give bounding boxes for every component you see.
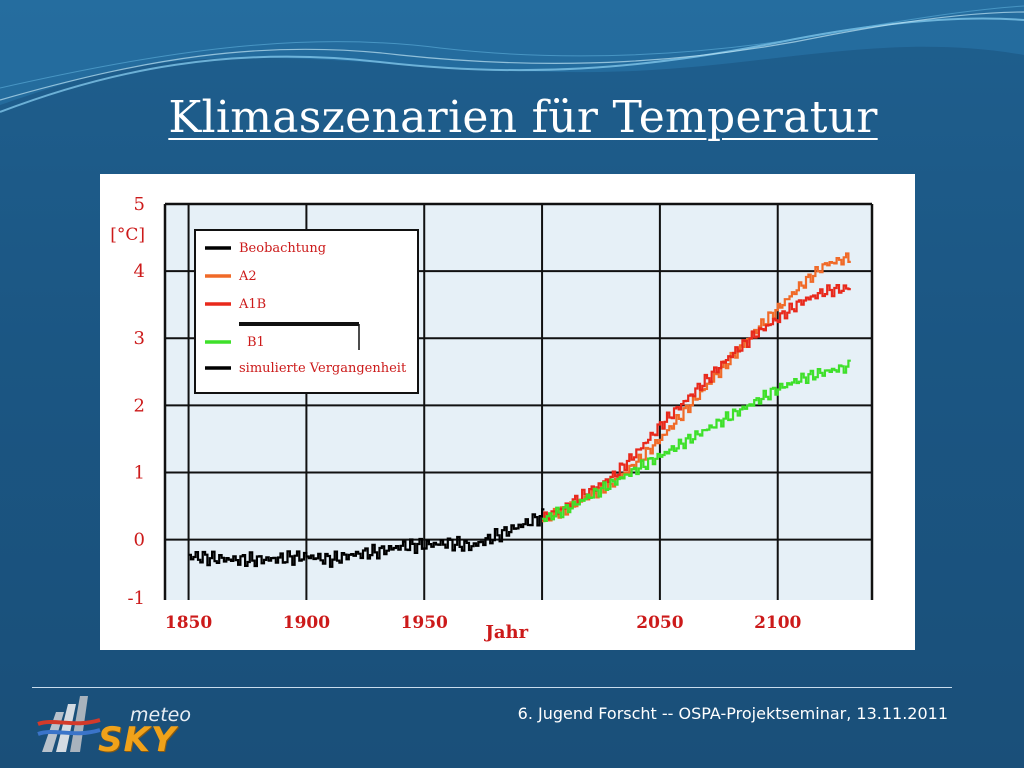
legend-label: B1 (247, 335, 265, 350)
y-tick-label: 0 (134, 530, 145, 551)
y-tick-label: 4 (134, 261, 145, 282)
legend-label: A1B (238, 297, 266, 312)
legend-label: simulierte Vergangenheit (239, 361, 407, 376)
legend-label: Beobachtung (239, 241, 326, 256)
x-axis-label: Jahr (483, 622, 528, 643)
x-tick-label: 2100 (754, 613, 801, 633)
legend-label: A2 (238, 269, 257, 284)
y-tick-label: -1 (127, 588, 145, 609)
logo-text-sky: SKY (98, 720, 177, 760)
footer-text: 6. Jugend Forscht -- OSPA-Projektseminar… (517, 704, 948, 723)
x-tick-label: 1950 (401, 613, 448, 633)
logo-text-meteo: meteo (130, 704, 191, 726)
chart-panel: -1 0 1 2 3 4 5 [°C] 1850 1900 1950 2050 2100 Jahr Beob… (100, 174, 915, 650)
x-tick-label: 1900 (283, 613, 330, 633)
y-tick-label: 5 (134, 194, 145, 215)
x-tick-label: 1850 (165, 613, 212, 633)
series-line-b1 (542, 359, 851, 522)
slide-title: Klimaszenarien für Temperatur (168, 92, 878, 143)
temperature-chart: -1 0 1 2 3 4 5 [°C] 1850 1900 1950 2050 2100 Jahr Beob… (110, 194, 874, 643)
legend-box (194, 229, 419, 394)
y-tick-label: 1 (134, 462, 145, 483)
x-tick-label: 2050 (636, 613, 683, 633)
y-tick-label: 3 (134, 328, 145, 349)
y-axis-label: [°C] (110, 225, 145, 245)
logo-mark-icon (37, 696, 101, 752)
legend: Beobachtung A2 A1B B1 simulierte Vergangenhe… (194, 229, 419, 394)
series-line-beobachtung (188, 508, 545, 568)
y-tick-label: 2 (134, 395, 145, 416)
footer-divider (32, 687, 952, 688)
meteosky-logo: meteo SKY (34, 690, 191, 762)
